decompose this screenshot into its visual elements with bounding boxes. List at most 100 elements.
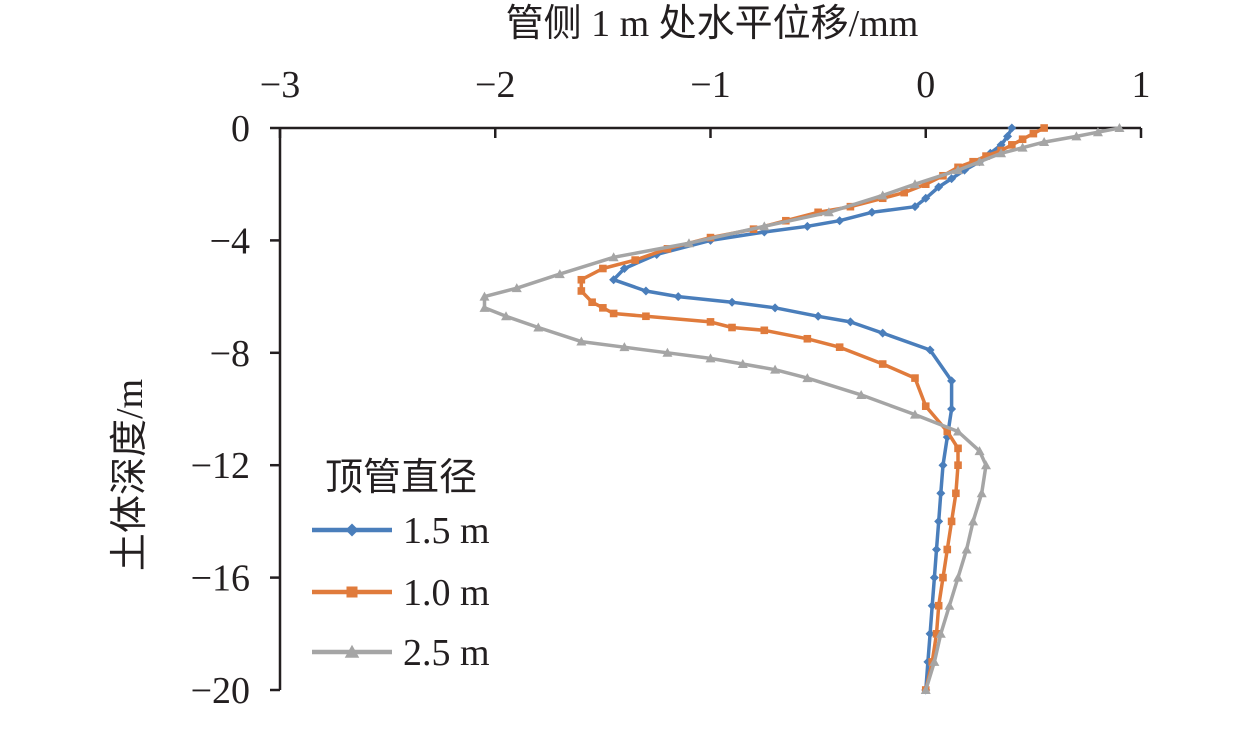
data-point <box>947 174 957 184</box>
data-point <box>925 345 935 355</box>
data-point <box>1114 123 1125 132</box>
legend-swatch-marker <box>345 523 359 537</box>
data-point <box>673 292 683 302</box>
data-point <box>921 180 930 188</box>
data-point <box>954 444 962 453</box>
data-point <box>737 359 748 369</box>
y-axis-title: 土体深度/m <box>109 379 151 571</box>
data-point <box>1040 124 1048 132</box>
data-point <box>631 256 639 264</box>
data-point <box>533 322 544 332</box>
series-line <box>579 126 1045 691</box>
data-point <box>909 409 920 419</box>
data-point <box>554 269 565 279</box>
data-point <box>878 360 887 368</box>
data-point <box>947 404 957 414</box>
data-point <box>909 179 920 189</box>
data-point <box>943 545 952 554</box>
y-tick-label: −4 <box>210 220 250 262</box>
data-point <box>835 216 845 226</box>
data-point <box>929 573 939 583</box>
series-layer <box>479 123 1125 695</box>
data-point <box>770 364 781 374</box>
data-point <box>1008 141 1016 149</box>
legend-swatch-marker <box>346 586 358 598</box>
data-point <box>1003 131 1013 141</box>
y-tick-label: 0 <box>231 108 250 150</box>
data-point <box>705 353 716 363</box>
data-point <box>929 656 940 666</box>
data-point <box>943 427 952 436</box>
data-point <box>910 202 920 212</box>
data-point <box>1039 137 1050 147</box>
x-tick-label: −2 <box>475 64 515 106</box>
data-point <box>576 336 587 346</box>
data-point <box>867 207 877 217</box>
data-point <box>641 286 651 296</box>
series-1-0-m <box>577 124 1048 694</box>
data-point <box>856 389 867 399</box>
data-point <box>974 446 985 456</box>
data-point <box>501 311 512 321</box>
data-point <box>706 318 715 326</box>
data-point <box>936 488 946 498</box>
legend: 顶管直径 1.5 m 1.0 m 2.5 m <box>312 457 490 674</box>
data-point <box>935 628 946 638</box>
data-point <box>577 287 586 295</box>
data-point <box>1029 129 1038 138</box>
data-point <box>479 291 490 301</box>
data-point <box>511 283 522 293</box>
legend-swatch-marker <box>344 644 360 658</box>
data-point <box>878 328 888 338</box>
data-point <box>981 460 992 470</box>
axes: −3 −2 −1 0 1 0 −4 −8 −12 −16 −20 <box>191 64 1151 712</box>
data-point <box>938 460 948 470</box>
data-point <box>760 326 769 335</box>
data-point <box>609 275 619 285</box>
data-point <box>727 297 737 307</box>
data-point <box>961 544 972 554</box>
data-point <box>982 152 990 160</box>
data-point <box>814 208 822 217</box>
data-point <box>619 264 629 273</box>
data-point <box>932 545 942 554</box>
data-point <box>577 275 586 284</box>
data-point <box>969 157 977 166</box>
y-tick-label: −12 <box>191 445 250 487</box>
y-tick-label: −16 <box>191 558 250 600</box>
data-point <box>609 309 618 318</box>
data-point <box>911 374 919 382</box>
data-point <box>1007 123 1017 133</box>
y-tick-label: −20 <box>191 670 250 712</box>
data-point <box>845 317 855 327</box>
data-point <box>934 601 943 610</box>
data-point <box>813 311 823 321</box>
data-point <box>953 165 964 175</box>
y-tick-label: −8 <box>210 333 250 375</box>
data-point <box>968 516 979 526</box>
data-point <box>900 188 909 197</box>
data-point <box>976 488 987 498</box>
data-point <box>759 221 770 231</box>
x-tick-label: −3 <box>260 64 300 106</box>
data-point <box>932 630 941 638</box>
data-point <box>642 312 650 321</box>
x-tick-label: 1 <box>1132 64 1151 106</box>
x-axis-title: 管侧 1 m 处水平位移/mm <box>506 3 919 45</box>
legend-label: 1.5 m <box>403 510 490 552</box>
data-point <box>599 304 607 312</box>
data-point <box>803 334 812 343</box>
data-point <box>925 629 935 639</box>
series-line <box>482 126 1120 691</box>
data-point <box>835 343 844 351</box>
data-point <box>1071 131 1082 141</box>
data-point <box>728 323 736 332</box>
data-point <box>1018 135 1027 144</box>
data-point <box>1092 127 1103 137</box>
legend-title: 顶管直径 <box>325 457 477 499</box>
series-2-5-m <box>479 123 1125 694</box>
data-point <box>877 190 888 200</box>
data-point <box>770 303 780 313</box>
data-point <box>934 516 944 526</box>
